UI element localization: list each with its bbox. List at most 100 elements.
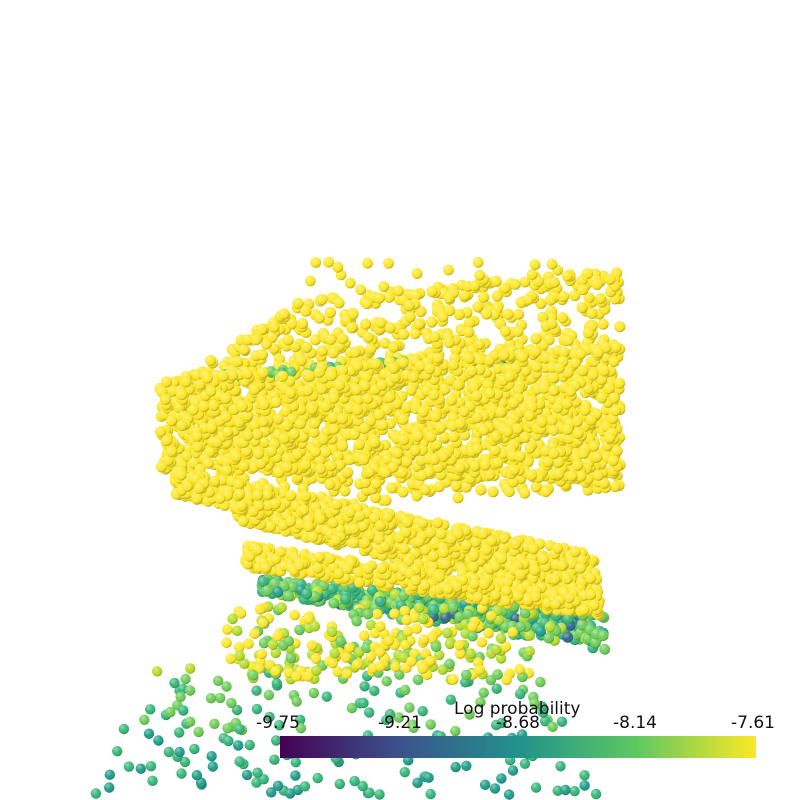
point-shading bbox=[362, 331, 374, 343]
point-shading bbox=[358, 697, 369, 709]
point-shading bbox=[221, 637, 232, 648]
point-shading bbox=[284, 788, 296, 799]
point-shading bbox=[180, 673, 191, 685]
point-shading bbox=[221, 681, 232, 692]
point-shading bbox=[576, 302, 588, 314]
point-shading bbox=[262, 585, 273, 597]
point-shading bbox=[464, 709, 475, 720]
point-shading bbox=[351, 659, 363, 670]
point-shading bbox=[104, 782, 115, 793]
point-shading bbox=[461, 760, 472, 771]
point-shading bbox=[351, 615, 363, 627]
point-shading bbox=[477, 291, 490, 303]
point-shading bbox=[590, 788, 602, 800]
point-shading bbox=[344, 642, 355, 654]
point-shading bbox=[326, 626, 338, 638]
point-shading bbox=[394, 669, 405, 680]
point-shading bbox=[264, 711, 275, 723]
point-shading bbox=[308, 687, 319, 699]
point-shading bbox=[597, 630, 609, 641]
point-shading bbox=[512, 325, 524, 337]
point-shading bbox=[433, 481, 445, 493]
point-shading bbox=[478, 687, 489, 698]
point-shading bbox=[189, 743, 200, 755]
point-shading bbox=[205, 693, 217, 704]
point-shading bbox=[294, 624, 305, 636]
point-shading bbox=[301, 341, 313, 353]
point-shading bbox=[251, 685, 262, 696]
point-shading bbox=[327, 657, 338, 669]
point-shading bbox=[365, 651, 377, 663]
point-shading bbox=[495, 653, 507, 664]
point-shading bbox=[258, 637, 270, 649]
point-shading bbox=[443, 337, 455, 349]
point-shading bbox=[328, 597, 340, 609]
point-shading bbox=[556, 716, 568, 727]
point-shading bbox=[215, 692, 226, 704]
point-shading bbox=[257, 617, 269, 629]
point-shading bbox=[562, 335, 574, 347]
point-shading bbox=[369, 685, 380, 696]
point-shading bbox=[384, 322, 396, 334]
point-shading bbox=[474, 664, 486, 676]
point-shading bbox=[412, 777, 423, 788]
point-shading bbox=[147, 775, 158, 786]
point-shading bbox=[492, 669, 503, 680]
point-shading bbox=[112, 746, 123, 757]
point-shading bbox=[519, 758, 531, 769]
point-shading bbox=[444, 658, 455, 670]
point-shading bbox=[295, 723, 307, 734]
point-shading bbox=[226, 697, 237, 709]
point-shading bbox=[447, 674, 459, 685]
point-shading bbox=[411, 623, 423, 635]
point-shading bbox=[349, 346, 361, 358]
point-shading bbox=[450, 725, 461, 737]
point-shading bbox=[604, 273, 616, 285]
point-shading bbox=[445, 694, 456, 705]
point-shading bbox=[503, 789, 515, 800]
point-shading bbox=[383, 635, 395, 647]
point-shading bbox=[362, 608, 374, 620]
point-shading bbox=[361, 297, 373, 310]
point-shading bbox=[234, 756, 245, 767]
point-shading bbox=[334, 778, 345, 790]
point-shading bbox=[231, 704, 243, 716]
point-shading bbox=[175, 691, 186, 702]
point-shading bbox=[409, 328, 421, 340]
point-shading bbox=[258, 774, 269, 785]
point-shading bbox=[268, 321, 280, 333]
point-shading bbox=[403, 300, 415, 312]
point-shading bbox=[428, 604, 440, 616]
point-shading bbox=[569, 785, 580, 797]
point-shading bbox=[501, 674, 512, 686]
point-shading bbox=[547, 721, 558, 732]
point-shading bbox=[614, 321, 626, 333]
point-shading bbox=[442, 627, 453, 639]
point-shading bbox=[283, 590, 294, 602]
point-shading bbox=[340, 652, 352, 663]
point-shading bbox=[269, 578, 280, 590]
point-shading bbox=[418, 634, 430, 645]
point-shading bbox=[251, 703, 263, 715]
point-shading bbox=[562, 631, 573, 643]
point-shading bbox=[400, 639, 411, 651]
point-shading bbox=[278, 308, 290, 320]
point-shading bbox=[467, 630, 478, 642]
point-shading bbox=[244, 739, 255, 751]
point-shading bbox=[316, 345, 328, 357]
point-shading bbox=[397, 486, 409, 498]
point-shading bbox=[429, 331, 441, 343]
point-shading bbox=[205, 355, 217, 367]
point-shading bbox=[513, 308, 525, 320]
point-shading bbox=[425, 788, 436, 800]
point-shading bbox=[360, 318, 372, 330]
point-shading bbox=[206, 751, 217, 762]
point-shading bbox=[450, 480, 462, 492]
point-shading bbox=[552, 785, 563, 796]
point-shading bbox=[359, 477, 371, 489]
point-shading bbox=[257, 576, 269, 588]
point-shading bbox=[247, 669, 259, 681]
point-shading bbox=[560, 784, 571, 796]
point-shading bbox=[374, 646, 386, 658]
point-shading bbox=[426, 285, 438, 298]
